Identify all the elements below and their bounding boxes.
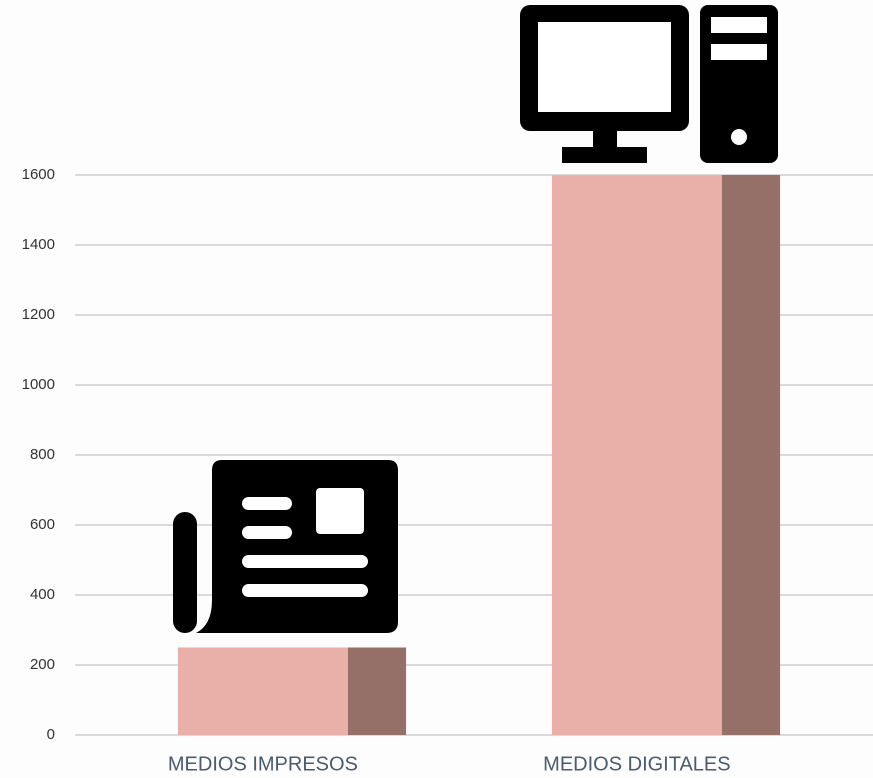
y-tick-label: 200 (30, 656, 55, 673)
x-tick-label: MEDIOS DIGITALES (543, 753, 730, 775)
y-tick-label: 1000 (22, 376, 55, 393)
bar (177, 647, 407, 735)
x-tick-label: MEDIOS IMPRESOS (168, 753, 358, 775)
y-tick-label: 1200 (22, 306, 55, 323)
y-tick-label: 1600 (22, 166, 55, 183)
computer-icon (520, 5, 778, 163)
bar-face (177, 647, 348, 735)
y-tick-label: 1400 (22, 236, 55, 253)
y-tick-label: 800 (30, 446, 55, 463)
y-tick-label: 0 (47, 726, 55, 743)
bar-face (551, 175, 722, 735)
y-tick-label: 400 (30, 586, 55, 603)
bar-side (721, 175, 781, 735)
y-tick-label: 600 (30, 516, 55, 533)
newspaper-icon (173, 460, 398, 633)
plot: 0 200 400 600 800 1000 1200 1400 1600 MEDIOS IMPR… (22, 166, 873, 775)
bar (551, 175, 781, 735)
bar-side (347, 647, 407, 735)
